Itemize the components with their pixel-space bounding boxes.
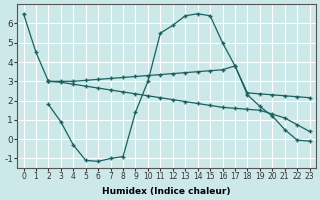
X-axis label: Humidex (Indice chaleur): Humidex (Indice chaleur)	[102, 187, 231, 196]
